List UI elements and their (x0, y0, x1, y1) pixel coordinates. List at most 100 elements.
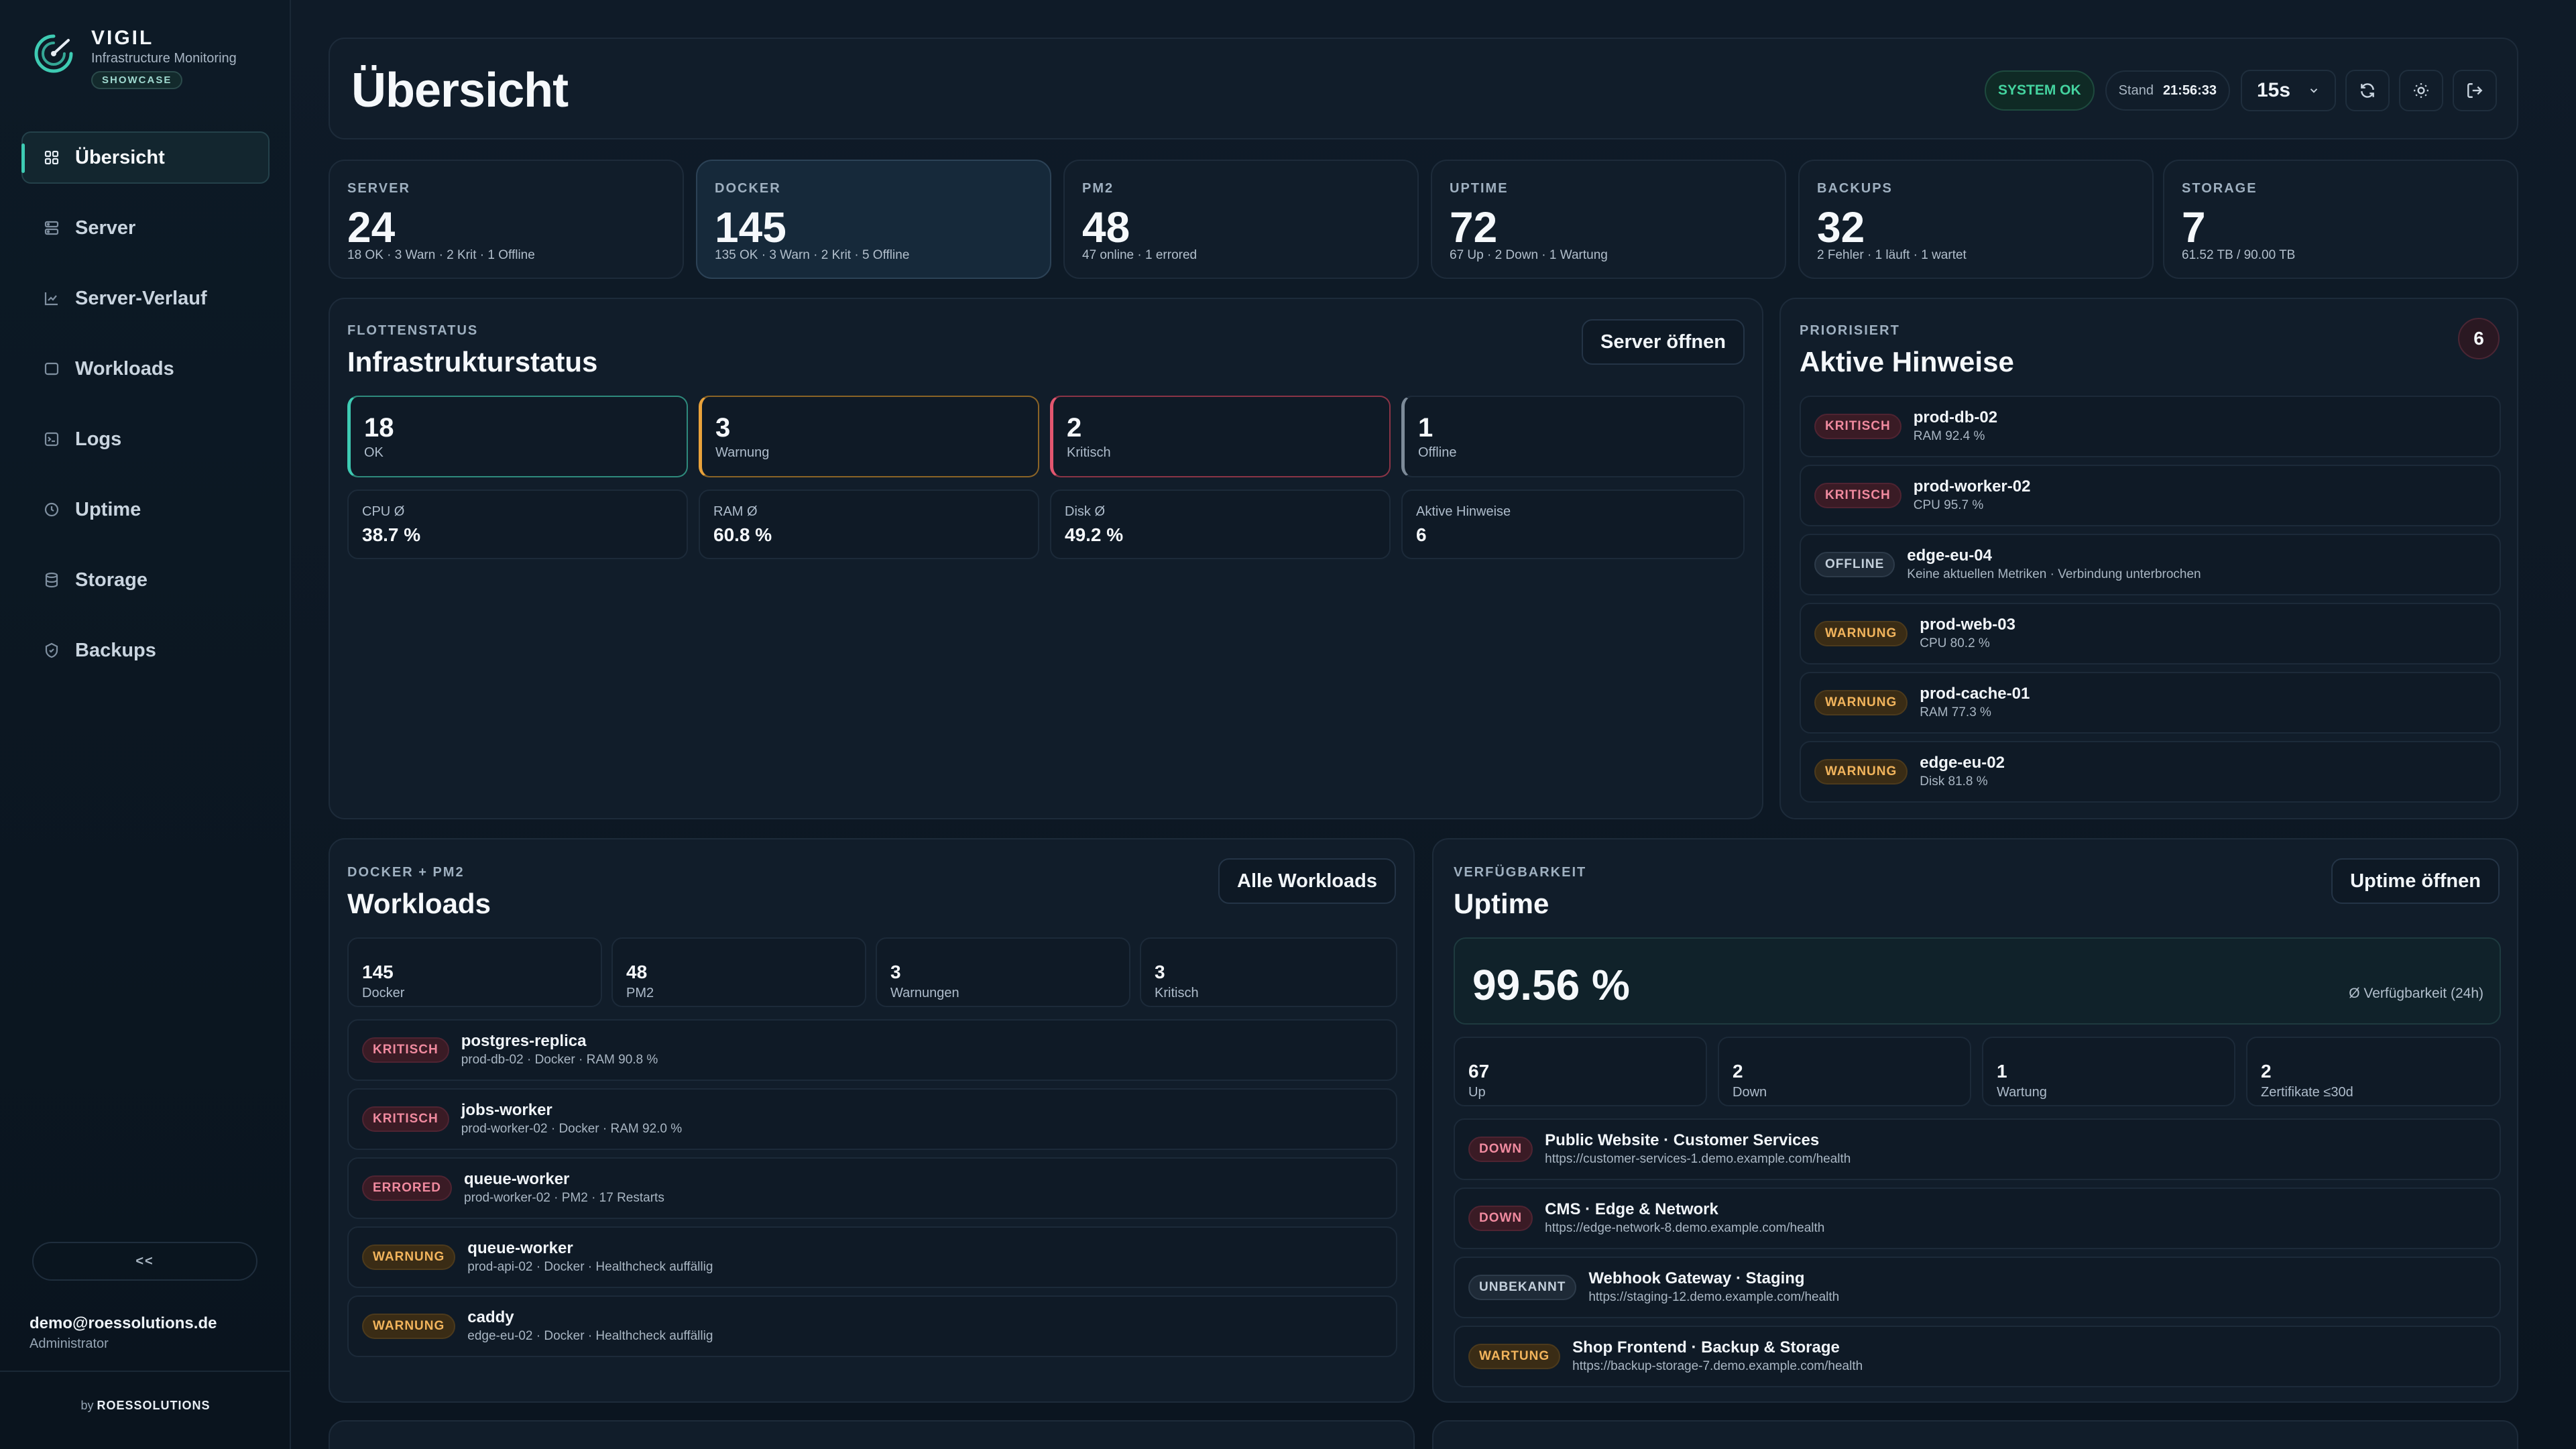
header-controls: SYSTEM OK Stand 21:56:33 15s (1984, 70, 2497, 111)
alert-title: edge-eu-02 (1920, 754, 2005, 772)
count-label: Warnungen (890, 986, 959, 1000)
stat-value: 145 (715, 203, 786, 251)
panel-title: Aktive Hinweise (1800, 346, 2014, 378)
stat-card-docker[interactable]: DOCKER 145 135 OK · 3 Warn · 2 Krit · 5 … (696, 160, 1051, 279)
workload-item[interactable]: KRITISCH jobs-worker prod-worker-02 · Doc… (347, 1088, 1397, 1150)
workload-item[interactable]: KRITISCH postgres-replica prod-db-02 · Do… (347, 1019, 1397, 1081)
showcase-badge: SHOWCASE (91, 71, 183, 89)
sidebar-item-logs[interactable]: Logs (21, 413, 270, 465)
alert-item[interactable]: KRITISCH prod-worker-02 CPU 95.7 % (1800, 465, 2501, 526)
server-icon (43, 219, 60, 237)
count-value: 2 (2261, 1061, 2272, 1082)
refresh-button[interactable] (2345, 70, 2390, 111)
workload-item[interactable]: WARNUNG queue-worker prod-api-02 · Docker… (347, 1226, 1397, 1288)
workload-detail: prod-worker-02 · PM2 · 17 Restarts (464, 1191, 664, 1205)
stat-card-server[interactable]: SERVER 24 18 OK · 3 Warn · 2 Krit · 1 Of… (329, 160, 684, 279)
severity-badge: WARNUNG (1814, 759, 1908, 785)
workload-count-docker: 145 Docker (347, 937, 602, 1007)
workload-title: queue-worker (467, 1239, 573, 1257)
status-tile-offline[interactable]: 1 Offline (1401, 396, 1745, 477)
status-badge: UNBEKANNT (1468, 1275, 1577, 1300)
logs-icon (43, 430, 60, 448)
stat-value: 72 (1450, 203, 1498, 251)
workload-title: jobs-worker (461, 1101, 552, 1119)
uptime-item[interactable]: DOWN Public Website · Customer Services h… (1454, 1118, 2501, 1180)
status-label: Offline (1418, 445, 1457, 460)
sidebar-item-server[interactable]: Server (21, 202, 270, 254)
sidebar-item-label: Übersicht (75, 146, 165, 168)
status-tile-warning[interactable]: 3 Warnung (699, 396, 1039, 477)
stat-label: STORAGE (2182, 181, 2258, 196)
alert-item[interactable]: WARNUNG prod-web-03 CPU 80.2 % (1800, 603, 2501, 664)
stat-sub: 2 Fehler · 1 läuft · 1 wartet (1817, 248, 1967, 262)
metric-tile-cpu: CPU Ø 38.7 % (347, 489, 688, 559)
sidebar-item-uptime[interactable]: Uptime (21, 483, 270, 536)
alert-count-badge: 6 (2458, 318, 2500, 359)
open-uptime-button[interactable]: Uptime öffnen (2331, 858, 2500, 904)
sidebar-item-storage[interactable]: Storage (21, 554, 270, 606)
severity-badge: KRITISCH (362, 1037, 449, 1063)
workload-item[interactable]: WARNUNG caddy edge-eu-02 · Docker · Healt… (347, 1295, 1397, 1357)
stat-label: DOCKER (715, 181, 781, 196)
count-value: 2 (1733, 1061, 1743, 1082)
grid-icon (43, 149, 60, 166)
brand-name: VIGIL (91, 27, 154, 49)
last-update: Stand 21:56:33 (2105, 70, 2230, 111)
count-value: 48 (626, 962, 648, 982)
panel-eyebrow: DOCKER + PM2 (347, 865, 465, 880)
severity-badge: KRITISCH (362, 1106, 449, 1132)
status-tile-critical[interactable]: 2 Kritisch (1050, 396, 1391, 477)
workload-item[interactable]: ERRORED queue-worker prod-worker-02 · PM2… (347, 1157, 1397, 1219)
collapse-sidebar-button[interactable]: << (32, 1242, 257, 1281)
severity-badge: WARNUNG (1814, 690, 1908, 715)
workload-title: caddy (467, 1308, 514, 1326)
monitor-title: Public Website · Customer Services (1545, 1131, 1820, 1149)
stat-label: PM2 (1082, 181, 1114, 196)
alert-title: prod-db-02 (1913, 408, 1998, 426)
stat-card-pm2[interactable]: PM2 48 47 online · 1 errored (1063, 160, 1419, 279)
uptime-item[interactable]: WARTUNG Shop Frontend · Backup & Storage… (1454, 1326, 2501, 1387)
sidebar-item-backups[interactable]: Backups (21, 624, 270, 677)
alert-item[interactable]: OFFLINE edge-eu-04 Keine aktuellen Metrik… (1800, 534, 2501, 595)
availability-value: 99.56 % (1472, 961, 1630, 1009)
alert-title: edge-eu-04 (1907, 546, 1992, 565)
count-label: Docker (362, 986, 405, 1000)
alert-item[interactable]: WARNUNG edge-eu-02 Disk 81.8 % (1800, 741, 2501, 803)
severity-badge: WARNUNG (1814, 621, 1908, 646)
status-label: Kritisch (1067, 445, 1111, 460)
refresh-interval-select[interactable]: 15s (2241, 70, 2336, 111)
monitor-title: Webhook Gateway · Staging (1588, 1269, 1805, 1287)
sidebar-item-workloads[interactable]: Workloads (21, 343, 270, 395)
sidebar-item-uebersicht[interactable]: Übersicht (21, 131, 270, 184)
user-info[interactable]: demo@roessolutions.de Administrator (30, 1313, 217, 1353)
theme-toggle-button[interactable] (2399, 70, 2443, 111)
stat-card-storage[interactable]: STORAGE 7 61.52 TB / 90.00 TB (2163, 160, 2518, 279)
logout-button[interactable] (2453, 70, 2497, 111)
next-panel-right (1432, 1420, 2518, 1449)
uptime-item[interactable]: DOWN CMS · Edge & Network https://edge-ne… (1454, 1187, 2501, 1249)
stat-sub: 135 OK · 3 Warn · 2 Krit · 5 Offline (715, 248, 910, 262)
alert-detail: Keine aktuellen Metriken · Verbindung un… (1907, 567, 2201, 581)
alert-item[interactable]: WARNUNG prod-cache-01 RAM 77.3 % (1800, 672, 2501, 734)
stat-card-backups[interactable]: BACKUPS 32 2 Fehler · 1 läuft · 1 wartet (1798, 160, 2154, 279)
brand[interactable]: VIGIL Infrastructure Monitoring SHOWCASE (32, 27, 237, 94)
window-icon (43, 360, 60, 378)
workload-detail: prod-api-02 · Docker · Healthcheck auffä… (467, 1260, 713, 1274)
sidebar-nav: Übersicht Server Server-Verlauf Workload… (21, 131, 270, 695)
panel-eyebrow: VERFÜGBARKEIT (1454, 865, 1587, 880)
user-role: Administrator (30, 1336, 109, 1351)
alert-item[interactable]: KRITISCH prod-db-02 RAM 92.4 % (1800, 396, 2501, 457)
status-tile-ok[interactable]: 18 OK (347, 396, 688, 477)
workload-count-critical: 3 Kritisch (1140, 937, 1397, 1007)
sidebar-item-server-verlauf[interactable]: Server-Verlauf (21, 272, 270, 325)
shield-icon (43, 642, 60, 659)
all-workloads-button[interactable]: Alle Workloads (1218, 858, 1396, 904)
stat-card-uptime[interactable]: UPTIME 72 67 Up · 2 Down · 1 Wartung (1431, 160, 1786, 279)
brand-subtitle: Infrastructure Monitoring (91, 51, 237, 66)
uptime-item[interactable]: UNBEKANNT Webhook Gateway · Staging https… (1454, 1257, 2501, 1318)
sidebar-item-label: Storage (75, 569, 148, 591)
alert-detail: Disk 81.8 % (1920, 774, 1988, 789)
metric-label: Aktive Hinweise (1416, 504, 1511, 519)
open-servers-button[interactable]: Server öffnen (1582, 319, 1745, 365)
system-status-badge: SYSTEM OK (1984, 70, 2095, 111)
